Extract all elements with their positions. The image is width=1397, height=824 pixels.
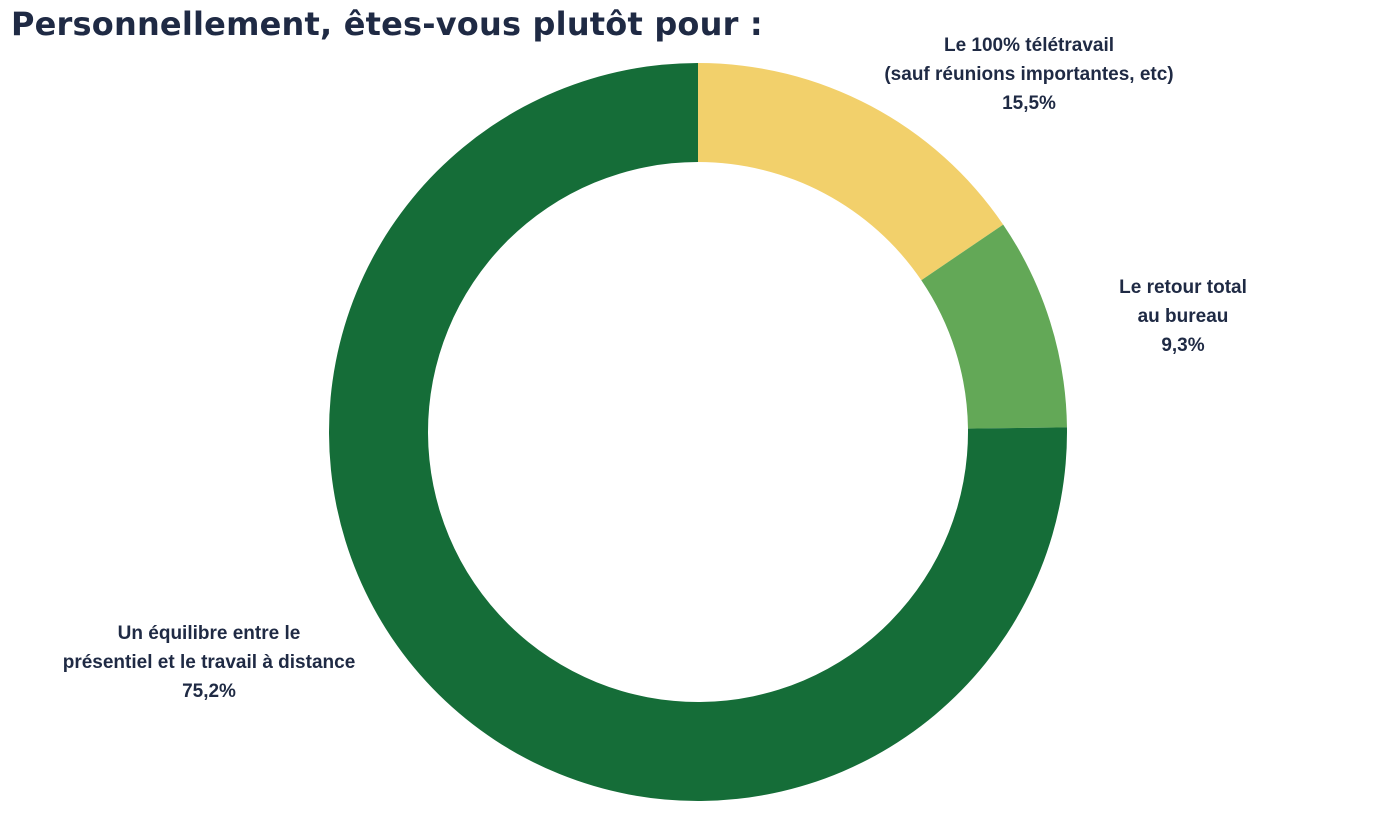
slice-value-label: 9,3%	[1161, 335, 1205, 356]
slice-full-telework	[698, 63, 1004, 281]
slice-label-line: Le retour total	[1119, 277, 1247, 298]
slice-label-line: présentiel et le travail à distance	[62, 652, 356, 673]
slice-label-office-return: Le retour total au bureau 9,3%	[1119, 273, 1247, 360]
slice-label-line: Le 100% télétravail	[943, 35, 1115, 56]
slice-label-line: Un équilibre entre le	[117, 623, 301, 644]
slice-value-label: 75,2%	[182, 681, 236, 702]
slice-label-full-telework: Le 100% télétravail (sauf réunions impor…	[884, 31, 1173, 118]
slice-office-return	[921, 224, 1067, 429]
slice-label-hybrid: Un équilibre entre le présentiel et le t…	[63, 619, 356, 706]
slice-value-label: 15,5%	[1002, 93, 1056, 114]
slice-label-line: au bureau	[1137, 306, 1229, 327]
chart-title: Personnellement, êtes-vous plutôt pour :	[11, 5, 763, 43]
donut-slices	[329, 63, 1067, 801]
slice-label-line: (sauf réunions importantes, etc)	[884, 64, 1174, 85]
